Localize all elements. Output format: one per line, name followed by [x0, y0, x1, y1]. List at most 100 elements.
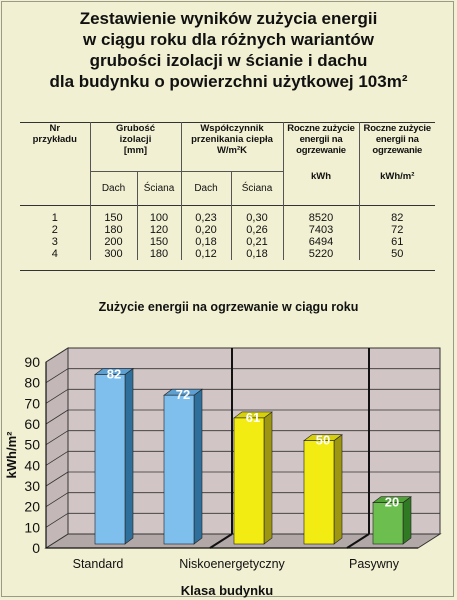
cell-kwh: 5220 — [282, 248, 359, 260]
x-category-label: Standard — [73, 557, 124, 571]
class-divider-floor — [346, 533, 370, 549]
cell-nr: 2 — [51, 224, 58, 236]
sub-sciana: Ściana — [136, 171, 181, 206]
table-row: 3 200 150 0,18 0,21 6494 61 — [20, 236, 435, 248]
chart-side-wall — [45, 347, 69, 549]
cell-u-dach: 0,18 — [180, 236, 231, 248]
unit-kwh: kWh — [310, 171, 332, 182]
bar-side — [263, 411, 273, 545]
header-energy-kwhm2-text: Roczne zużycie energii na ogrzewanie — [363, 123, 432, 156]
table-row: 1 150 100 0,23 0,30 8520 82 — [20, 205, 435, 224]
cell-kwh: 7403 — [282, 224, 359, 236]
header-coef-text: Współczynnik przenikania ciepła — [191, 123, 273, 145]
results-table: Nr przykładu Grubość izolacji [mm] Współ… — [20, 122, 435, 260]
table-row: 2 180 120 0,20 0,26 7403 72 — [20, 224, 435, 236]
header-nr-text: Nr przykładu — [32, 123, 77, 145]
cell-sciana: 120 — [136, 224, 181, 236]
gridline-side — [45, 471, 69, 487]
gridline-side — [45, 368, 69, 384]
bar — [233, 417, 265, 545]
y-tick-label: 30 — [24, 478, 40, 494]
cell-u-dach: 0,20 — [180, 224, 231, 236]
cell-dach: 180 — [89, 224, 137, 236]
title-line-4: dla budynku o powierzchni użytkowej 103m… — [49, 72, 408, 91]
x-axis-title: Klasa budynku — [181, 583, 274, 598]
cell-sciana: 180 — [136, 248, 181, 260]
header-coef: Współczynnik przenikania ciepła W/m²K — [180, 122, 283, 173]
unit-kwhm2: kWh/m² — [380, 171, 415, 182]
cell-kwh: 8520 — [282, 205, 359, 224]
cell-kwhm2: 61 — [358, 236, 435, 248]
header-coef-unit: W/m²K — [216, 145, 248, 156]
cell-u-sciana: 0,18 — [230, 248, 283, 260]
cell-u-dach: 0,12 — [180, 248, 231, 260]
cell-u-sciana: 0,26 — [230, 224, 283, 236]
cell-sciana: 150 — [136, 236, 181, 248]
header-nr: Nr przykładu — [20, 123, 90, 206]
sub-dach: Dach — [89, 171, 137, 206]
cell-u-sciana: 0,30 — [230, 205, 283, 224]
header-energy-kwhm2: Roczne zużycie energii na ogrzewanie kWh… — [358, 122, 435, 206]
bar-side — [333, 434, 343, 545]
y-tick-label: 10 — [24, 519, 40, 535]
cell-dach: 150 — [89, 205, 137, 224]
bar — [372, 502, 404, 545]
bar-value-label: 50 — [316, 433, 330, 448]
table-row: 4 300 180 0,12 0,18 5220 50 — [20, 248, 435, 260]
page-title: Zestawienie wyników zużycia energii w ci… — [0, 8, 457, 92]
table-bottom-rule — [20, 270, 435, 271]
chart-title: Zużycie energii na ogrzewanie w ciągu ro… — [98, 300, 359, 314]
gridline-side — [45, 430, 69, 446]
header-energy-kwh: Roczne zużycie energii na ogrzewanie kWh — [282, 122, 359, 206]
bar-value-label: 82 — [107, 367, 121, 382]
class-divider-floor — [209, 533, 233, 549]
x-category-label: Niskoenergetyczny — [179, 557, 285, 571]
cell-nr: 4 — [51, 248, 58, 260]
cell-kwhm2: 72 — [358, 224, 435, 236]
cell-dach: 300 — [89, 248, 137, 260]
y-tick-label: 60 — [24, 416, 40, 432]
cell-kwhm2: 82 — [358, 205, 435, 224]
header-thickness-text: Grubość izolacji [mm] — [115, 123, 156, 156]
bar — [303, 440, 335, 545]
cell-u-sciana: 0,21 — [230, 236, 283, 248]
title-line-3: grubości izolacji w ścianie i dachu — [89, 51, 368, 70]
gridline-side — [45, 388, 69, 404]
cell-sciana: 100 — [136, 205, 181, 224]
sub-sciana-u: Ściana — [230, 171, 283, 206]
bar-side — [193, 388, 203, 545]
cell-kwh: 6494 — [282, 236, 359, 248]
cell-nr: 1 — [51, 212, 58, 224]
cell-u-dach: 0,23 — [180, 205, 231, 224]
bar-value-label: 61 — [246, 410, 260, 425]
bar-value-label: 20 — [385, 495, 399, 510]
gridline-side — [45, 450, 69, 466]
bar-chart: 0 10 20 30 40 50 60 70 80 90 82 72 61 50 20 Standard Nis… — [4, 347, 442, 598]
y-axis-title: kWh/m² — [4, 431, 19, 479]
y-tick-label: 70 — [24, 395, 40, 411]
bar-value-label: 72 — [176, 387, 190, 402]
cell-kwhm2: 50 — [358, 248, 435, 260]
x-category-label: Pasywny — [349, 557, 400, 571]
bar-side — [402, 496, 412, 545]
cell-nr: 3 — [51, 236, 58, 248]
title-line-2: w ciągu roku dla różnych wariantów — [83, 30, 374, 49]
bar — [163, 394, 195, 545]
header-thickness: Grubość izolacji [mm] — [89, 122, 181, 173]
bar — [94, 374, 126, 545]
gridline-side — [45, 409, 69, 425]
y-tick-label: 20 — [24, 499, 40, 515]
y-tick-label: 0 — [32, 540, 40, 556]
gridline-side — [45, 492, 69, 508]
y-tick-label: 90 — [24, 354, 40, 370]
y-tick-label: 80 — [24, 375, 40, 391]
header-energy-kwh-text: Roczne zużycie energii na ogrzewanie — [287, 123, 355, 156]
y-tick-label: 50 — [24, 437, 40, 453]
gridline-side — [45, 512, 69, 528]
sub-dach-u: Dach — [180, 171, 231, 206]
bar-side — [124, 367, 134, 545]
y-tick-label: 40 — [24, 457, 40, 473]
title-line-1: Zestawienie wyników zużycia energii — [79, 9, 378, 28]
cell-dach: 200 — [89, 236, 137, 248]
